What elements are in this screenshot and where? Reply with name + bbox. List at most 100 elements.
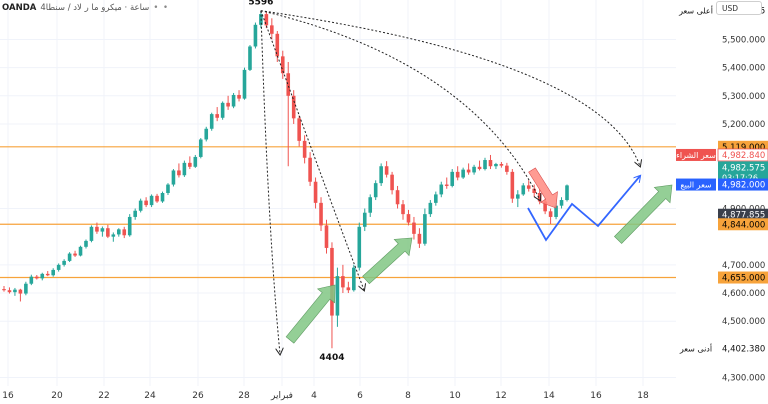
candle-body [313,181,318,203]
candle-body [477,166,482,170]
candle-body [434,194,438,203]
candle-body [559,200,564,206]
candle-body [182,162,187,176]
candle-body [155,195,159,202]
candle-body [144,200,148,206]
price-label-value: 4,982.840 [722,151,765,161]
trend-arrow-down [528,167,558,209]
y-tick-label: 5,300.000 [722,92,765,102]
price-axis: 5,500.0005,400.0005,300.0005,200.0004,90… [676,4,768,384]
candle-body [357,226,362,268]
candles [2,10,569,349]
price-tag-label: أدنى سعر [679,344,712,354]
candle-body [248,46,252,70]
candle-body [412,222,416,234]
candle-body [122,229,127,236]
price-tag-box [676,178,716,191]
symbol-label[interactable]: OANDA [2,3,37,13]
x-axis: 16 20 22 24 26 28 فبراير 4 6 8 10 12 14 16 18 [2,391,649,401]
price-tag-label: سعر البيع [680,181,712,190]
candle-body [2,289,6,291]
candle-body [177,170,181,176]
candle-body [231,94,236,107]
candle-body [237,94,241,99]
candle-body [516,194,520,199]
y-tick-label: 4,600.000 [722,289,765,299]
x-tick-label: 14 [543,391,555,401]
candle-body [488,160,493,167]
status-dots: • • [153,3,170,13]
y-tick-label: 5,400.000 [722,64,765,74]
candle-body [384,166,389,175]
candle-body [554,205,558,217]
candle-body [423,214,427,244]
candle-body [379,166,383,184]
price-label-timer: 03:17:26 [722,173,758,182]
candle-body [510,171,515,199]
candle-body [455,171,460,178]
y-tick-label: 5,200.000 [722,120,765,130]
y-tick-label: 4,700.000 [722,261,765,271]
chart-grid [0,0,676,386]
candle-body [138,200,143,211]
price-markers: 5596 4404 [248,0,344,363]
price-label-box [718,178,768,191]
x-tick-label: 10 [449,391,461,401]
trend-arrow-up [362,237,413,285]
candle-body [286,73,291,96]
x-tick-label: 4 [311,391,317,401]
candle-body [253,24,258,47]
candle-body [100,228,105,232]
projection-curve [260,10,640,166]
candle-body [171,170,176,185]
x-tick-label: 16 [2,391,14,401]
candle-body [220,102,225,118]
price-label-value: 4,655.000 [722,274,765,284]
price-label-value: 4,402.380 [722,345,765,355]
candle-body [106,228,110,237]
x-tick-label: 26 [192,391,204,401]
candle-body [450,171,455,186]
x-tick-label: فبراير [270,391,293,401]
y-tick-label: 4,500.000 [722,317,765,327]
x-tick-label: 22 [98,391,109,401]
candle-body [166,184,170,193]
candle-body [24,283,28,294]
candle-body [494,163,498,167]
candle-body [204,128,209,140]
candle-body [45,273,50,276]
candle-body [56,264,61,270]
candle-body [67,253,72,261]
currency-selector[interactable]: USD [716,1,762,15]
candle-body [373,183,378,198]
candle-body [368,197,373,213]
candle-body [18,289,23,294]
candle-body [215,114,219,118]
price-tag-label: أعلى سعر [678,6,713,16]
x-tick-label: 8 [405,391,411,401]
candle-body [330,247,334,316]
candle-body [401,204,405,215]
candle-body [193,156,198,167]
candle-body [526,185,531,189]
candle-body [466,169,471,173]
projection-curve [260,10,364,290]
candle-body [565,185,569,201]
price-tag-box [676,148,716,161]
candle-body [362,212,367,227]
projection-curve [260,10,540,200]
price-label-value: 4,844.000 [722,220,765,230]
candle-body [84,240,88,247]
price-label-box [718,208,768,221]
candle-body [127,216,132,236]
price-label-box [718,218,768,231]
low-marker: 4404 [319,353,344,363]
candle-body [291,95,296,119]
trend-arrow-up [285,284,336,344]
price-label-value: 5,119.000 [722,143,765,153]
candle-body [532,188,537,193]
candle-body [428,202,433,215]
high-marker: 5596 [248,0,273,8]
price-label-value: 4,982.575 [722,163,765,173]
